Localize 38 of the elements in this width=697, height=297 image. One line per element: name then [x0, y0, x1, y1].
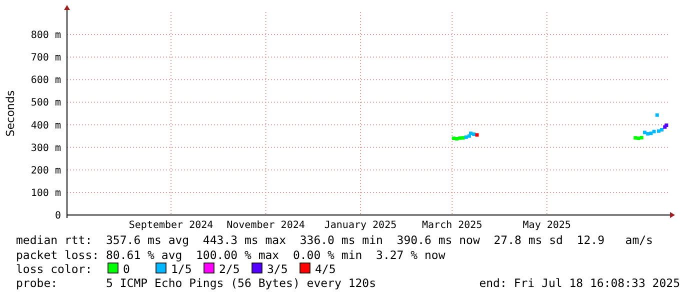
point: [467, 134, 471, 138]
point: [642, 130, 646, 134]
text: median rtt: 357.6 ms avg 443.3 ms max 336.0 ms min 390.6 ms now 27.8 ms sd 12.9 am/s: [16, 233, 653, 247]
x-tick-label: May 2025: [522, 220, 571, 231]
point: [656, 129, 660, 133]
y-tick-label: 200 m: [30, 165, 61, 176]
x-tick-label: November 2024: [226, 220, 305, 231]
point: [464, 135, 468, 139]
y-tick-label: 700 m: [30, 52, 61, 64]
y-axis-title: Seconds: [4, 90, 17, 137]
x-tick-label: January 2025: [324, 220, 397, 231]
text: packet loss: 80.61 % avg 100.00 % max 0.00 % min 3.27 % now: [16, 248, 446, 262]
point: [636, 136, 640, 140]
legend-label: 1/5: [171, 262, 192, 276]
point: [655, 113, 659, 117]
y-tick-label: 300 m: [30, 142, 61, 154]
legend-title: loss color:: [16, 262, 92, 276]
y-tick-label: 0: [54, 210, 61, 222]
x-tick-label: March 2025: [422, 220, 482, 231]
legend-label: 0: [123, 262, 130, 276]
y-tick-label: 800 m: [30, 30, 61, 42]
x-tick-label: September 2024: [128, 220, 214, 231]
text: end: Fri Jul 18 16:08:33 2025: [479, 276, 680, 290]
point: [652, 130, 656, 134]
point: [660, 128, 664, 132]
point: [458, 136, 462, 140]
point: [469, 132, 473, 136]
point: [475, 133, 479, 137]
legend-label: 3/5: [267, 262, 288, 276]
y-tick-label: 400 m: [30, 120, 61, 132]
y-tick-label: 500 m: [30, 98, 61, 109]
point: [640, 136, 644, 140]
legend-label: 2/5: [219, 262, 240, 276]
y-tick-label: 600 m: [30, 75, 61, 86]
y-tick-label: 100 m: [30, 188, 61, 199]
point: [649, 132, 653, 136]
text: probe: 5 ICMP Echo Pings (56 Bytes) every 120s: [16, 276, 376, 290]
legend-label: 4/5: [315, 262, 336, 276]
